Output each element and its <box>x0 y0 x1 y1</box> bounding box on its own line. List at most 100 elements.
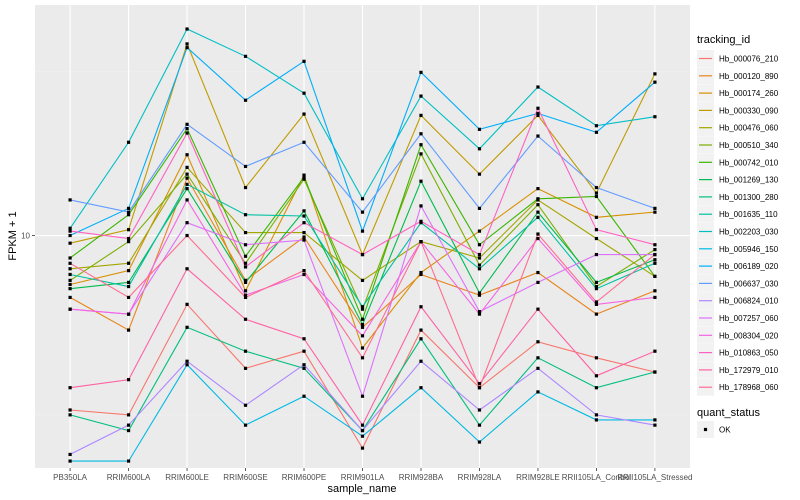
legend-item: Hb_000330_090 <box>697 101 779 119</box>
data-point-Hb_006824_010 <box>477 408 482 412</box>
data-point-Hb_006637_030 <box>477 206 482 210</box>
data-point-Hb_007257_060 <box>419 204 423 208</box>
data-point-Hb_000120_890 <box>126 328 131 332</box>
data-point-Hb_000476_060 <box>126 261 131 265</box>
data-point-Hb_172979_010 <box>653 349 657 353</box>
data-point-Hb_006189_020 <box>243 98 248 102</box>
legend-item: Hb_005946_150 <box>697 240 779 258</box>
data-point-Hb_000330_090 <box>594 191 599 195</box>
data-point-Hb_010863_050 <box>536 106 540 110</box>
data-point-Hb_000742_010 <box>536 197 540 201</box>
data-point-Hb_006637_030 <box>302 140 306 144</box>
data-point-Hb_006824_010 <box>536 366 540 370</box>
legend-label: Hb_007257_060 <box>719 314 779 323</box>
data-point-Hb_001635_110 <box>536 215 540 219</box>
data-point-Hb_000330_090 <box>419 113 423 117</box>
x-tick-label: RRIM928BA <box>399 473 444 482</box>
legend-item: Hb_000742_010 <box>697 153 779 171</box>
legend-label: Hb_005946_150 <box>719 245 779 254</box>
data-point-Hb_001269_130 <box>243 280 248 285</box>
data-point-Hb_006824_010 <box>185 359 189 363</box>
data-point-Hb_010863_050 <box>68 229 72 233</box>
data-point-Hb_000330_090 <box>185 42 189 46</box>
data-point-Hb_005946_150 <box>419 386 423 390</box>
data-point-Hb_178968_060 <box>126 295 131 300</box>
data-point-Hb_001269_130 <box>536 210 540 214</box>
data-point-Hb_000510_340 <box>68 278 72 282</box>
data-point-Hb_006824_010 <box>126 423 131 427</box>
data-point-Hb_000076_210 <box>419 328 423 332</box>
legend-item: Hb_172979_010 <box>697 361 779 379</box>
y-axis-ticks: 10 <box>21 232 35 241</box>
data-point-Hb_001269_130 <box>653 258 657 262</box>
data-point-Hb_172979_010 <box>419 305 423 309</box>
data-point-Hb_000330_090 <box>653 72 657 76</box>
data-point-Hb_008304_020 <box>536 236 540 241</box>
data-point-Hb_178968_060 <box>360 356 365 360</box>
legend-shape-item: OK <box>697 421 731 438</box>
legend-label: Hb_001300_280 <box>719 193 779 202</box>
data-point-Hb_001635_110 <box>594 287 599 291</box>
legend-item: Hb_002203_030 <box>697 223 779 240</box>
data-point-Hb_001269_130 <box>594 280 599 285</box>
grid-lines <box>35 5 690 468</box>
data-point-Hb_008304_020 <box>360 334 365 338</box>
data-point-Hb_001635_110 <box>243 213 248 217</box>
data-point-Hb_000174_260 <box>126 269 131 273</box>
data-point-Hb_006189_020 <box>185 46 189 50</box>
data-point-Hb_005946_150 <box>68 459 72 463</box>
data-point-Hb_010863_050 <box>477 252 482 257</box>
data-point-Hb_000174_260 <box>243 289 248 293</box>
data-point-Hb_000120_890 <box>419 272 423 277</box>
data-point-Hb_000510_340 <box>536 203 540 207</box>
data-point-Hb_010863_050 <box>302 221 306 225</box>
data-point-Hb_000330_090 <box>243 185 248 190</box>
y-axis-title: FPKM + 1 <box>7 211 19 260</box>
data-point-Hb_001635_110 <box>185 182 189 186</box>
data-point-Hb_000120_890 <box>360 325 365 329</box>
legend-item: Hb_178968_060 <box>697 378 779 396</box>
data-point-Hb_000476_060 <box>243 230 248 235</box>
legend-label: Hb_001269_130 <box>719 176 779 185</box>
x-axis-title: sample_name <box>327 483 396 495</box>
data-point-Hb_000120_890 <box>302 235 306 239</box>
data-point-Hb_006189_020 <box>653 80 657 84</box>
data-point-Hb_000174_260 <box>302 173 306 177</box>
data-point-Hb_002203_030 <box>302 91 306 95</box>
data-point-Hb_000076_210 <box>594 356 599 360</box>
data-point-Hb_006637_030 <box>419 132 423 136</box>
data-point-Hb_001269_130 <box>477 291 482 295</box>
data-point-Hb_000510_340 <box>185 172 189 176</box>
data-point-Hb_001635_110 <box>302 214 306 218</box>
data-point-Hb_172979_010 <box>302 337 306 341</box>
legend-title-color: tracking_id <box>697 34 750 46</box>
data-point-Hb_007257_060 <box>594 252 599 257</box>
data-point-Hb_002203_030 <box>536 85 540 89</box>
data-point-Hb_000120_890 <box>185 176 189 180</box>
data-point-Hb_000120_890 <box>653 289 657 293</box>
data-point-Hb_000076_210 <box>68 408 72 412</box>
legend-label: Hb_006637_030 <box>719 279 779 288</box>
data-point-Hb_001300_280 <box>653 370 657 374</box>
data-point-Hb_000330_090 <box>302 112 306 116</box>
data-point-Hb_178968_060 <box>68 261 72 265</box>
data-point-Hb_008304_020 <box>126 312 131 316</box>
data-point-Hb_001300_280 <box>126 428 131 433</box>
legend-item: Hb_006637_030 <box>697 274 779 292</box>
series-points <box>68 27 657 463</box>
data-point-Hb_001300_280 <box>302 366 306 370</box>
data-point-Hb_006189_020 <box>536 111 540 116</box>
data-point-Hb_172979_010 <box>360 423 365 427</box>
legend: tracking_id Hb_000076_210 Hb_000120_890 Hb… <box>697 34 779 438</box>
data-point-Hb_006189_020 <box>594 130 599 134</box>
data-point-Hb_010863_050 <box>653 243 657 247</box>
data-point-Hb_000076_210 <box>536 340 540 344</box>
data-point-Hb_000330_090 <box>126 228 131 232</box>
data-point-Hb_000742_010 <box>477 243 482 247</box>
data-point-Hb_000742_010 <box>594 194 599 199</box>
data-point-Hb_010863_050 <box>185 131 189 135</box>
x-tick-label: RRIM600PE <box>282 473 326 482</box>
data-point-Hb_000510_340 <box>594 284 599 289</box>
legend-item: Hb_008304_020 <box>697 326 779 344</box>
